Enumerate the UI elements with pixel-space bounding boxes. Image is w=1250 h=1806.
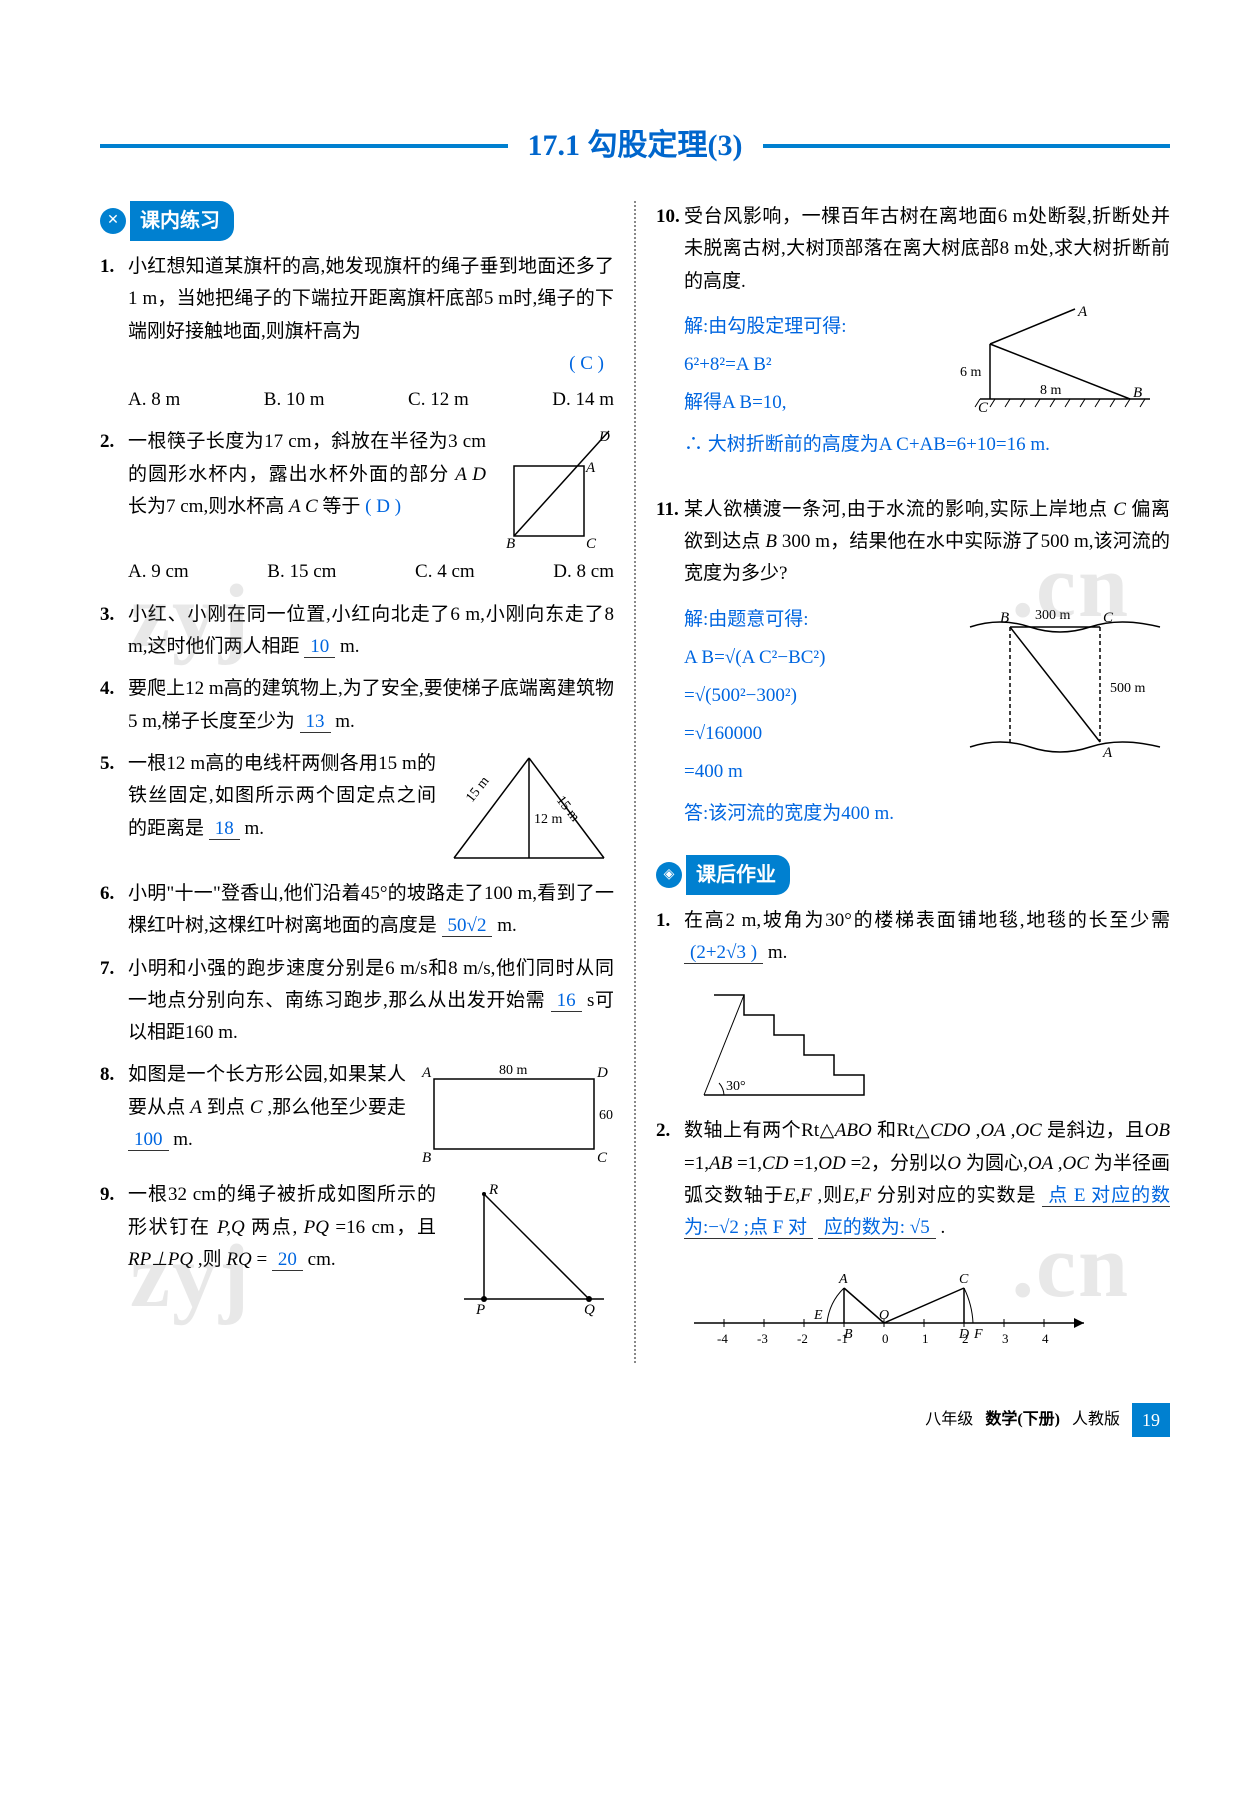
svg-text:A: A: [421, 1065, 432, 1081]
svg-text:-4: -4: [717, 1331, 728, 1346]
question-5: 5. 15 m 15 m 12 m 一根12 m高的电线杆两侧各用15 m的铁丝…: [100, 748, 614, 868]
svg-text:P: P: [475, 1302, 485, 1318]
homework-1: 1. 在高2 m,坡角为30°的楼梯表面铺地毯,地毯的长至少需 (2+2√3 )…: [656, 905, 1170, 1106]
figure-q8: A D B C 80 m 60 m: [414, 1059, 614, 1169]
svg-text:-2: -2: [797, 1331, 808, 1346]
figure-q2: A B C D: [494, 426, 614, 556]
figure-q11: B C A 300 m 500 m: [960, 597, 1170, 791]
footer-edition: 人教版: [1072, 1406, 1120, 1433]
svg-text:B: B: [1133, 385, 1142, 401]
svg-text:D: D: [596, 1065, 608, 1081]
svg-text:4: 4: [1042, 1331, 1049, 1346]
svg-text:80 m: 80 m: [499, 1063, 528, 1078]
svg-text:15 m: 15 m: [463, 774, 492, 806]
svg-text:E: E: [813, 1308, 823, 1323]
svg-text:A: A: [838, 1272, 848, 1287]
section-homework-badge: ◈ 课后作业: [656, 855, 790, 895]
svg-text:R: R: [488, 1182, 498, 1198]
figure-hw2: -4 -3 -2 -1 0 1 2 3 4: [684, 1253, 1170, 1353]
svg-text:D: D: [958, 1327, 969, 1342]
right-column: 10. 受台风影响，一棵百年古树在离地面6 m处断裂,折断处并未脱离古树,大树顶…: [656, 201, 1170, 1363]
page-title: 17.1 勾股定理(3): [508, 120, 763, 171]
svg-text:A: A: [585, 460, 596, 476]
svg-text:60 m: 60 m: [599, 1108, 614, 1123]
svg-text:300 m: 300 m: [1035, 608, 1071, 623]
svg-text:B: B: [422, 1150, 431, 1166]
svg-text:C: C: [1103, 610, 1114, 626]
svg-text:-3: -3: [757, 1331, 768, 1346]
figure-q5: 15 m 15 m 12 m: [444, 748, 614, 868]
section-homework-label: 课后作业: [686, 855, 790, 895]
question-10: 10. 受台风影响，一棵百年古树在离地面6 m处断裂,折断处并未脱离古树,大树顶…: [656, 201, 1170, 464]
svg-text:8 m: 8 m: [1040, 383, 1062, 398]
svg-text:Q: Q: [584, 1302, 595, 1318]
svg-text:3: 3: [1002, 1331, 1009, 1346]
question-4: 4. 要爬上12 m高的建筑物上,为了安全,要使梯子底端离建筑物5 m,梯子长度…: [100, 673, 614, 738]
homework-2: 2. 数轴上有两个Rt△ABO 和Rt△CDO ,OA ,OC 是斜边，且OB …: [656, 1115, 1170, 1352]
section-inclass-label: 课内练习: [130, 201, 234, 241]
svg-text:1: 1: [922, 1331, 929, 1346]
column-divider: [634, 201, 636, 1363]
svg-text:B: B: [1000, 610, 1009, 626]
footer: 八年级 数学(下册) 人教版 19: [100, 1403, 1170, 1438]
question-7: 7. 小明和小强的跑步速度分别是6 m/s和8 m/s,他们同时从同一地点分别向…: [100, 953, 614, 1050]
footer-subject: 数学(下册): [985, 1406, 1060, 1433]
svg-text:C: C: [597, 1150, 608, 1166]
section-inclass-badge: ✕ 课内练习: [100, 201, 234, 241]
svg-text:500 m: 500 m: [1110, 681, 1146, 696]
badge-icon: ✕: [100, 208, 126, 234]
svg-text:C: C: [586, 536, 597, 552]
title-bar: 17.1 勾股定理(3): [100, 120, 1170, 171]
svg-text:C: C: [978, 400, 989, 414]
svg-text:D: D: [598, 429, 610, 445]
question-9: 9. R P Q 一根32 cm的绳子被折成如图所示的形状钉在: [100, 1179, 614, 1319]
svg-text:0: 0: [882, 1331, 889, 1346]
footer-grade: 八年级: [925, 1406, 973, 1433]
svg-text:A: A: [1102, 745, 1113, 761]
svg-text:C: C: [959, 1272, 969, 1287]
svg-text:30°: 30°: [726, 1079, 746, 1094]
page-number: 19: [1132, 1403, 1170, 1438]
svg-text:12 m: 12 m: [534, 812, 563, 827]
badge-icon: ◈: [656, 862, 682, 888]
question-6: 6. 小明"十一"登香山,他们沿着45°的坡路走了100 m,看到了一棵红叶树,…: [100, 878, 614, 943]
question-1: 1. 小红想知道某旗杆的高,她发现旗杆的绳子垂到地面还多了1 m，当她把绳子的下…: [100, 251, 614, 416]
question-2: 2. A B C D 一根筷子长度为17 cm，斜放在半径为3 cm的圆形水杯内…: [100, 426, 614, 588]
question-8: 8. A D B C 80 m 60 m 如图是一个长方形公园,如果某人要从点 …: [100, 1059, 614, 1169]
svg-text:A: A: [1077, 304, 1088, 320]
figure-q10: A B C 6 m 8 m: [960, 304, 1170, 422]
svg-text:B: B: [844, 1327, 853, 1342]
svg-text:6 m: 6 m: [960, 365, 982, 380]
svg-text:B: B: [506, 536, 515, 552]
question-3: 3. 小红、小刚在同一位置,小红向北走了6 m,小刚向东走了8 m,这时他们两人…: [100, 599, 614, 664]
figure-hw1: 30°: [684, 975, 1170, 1105]
svg-text:F: F: [973, 1327, 983, 1342]
svg-text:O: O: [879, 1308, 889, 1323]
left-column: ✕ 课内练习 1. 小红想知道某旗杆的高,她发现旗杆的绳子垂到地面还多了1 m，…: [100, 201, 614, 1363]
figure-q9: R P Q: [444, 1179, 614, 1319]
question-11: 11. 某人欲横渡一条河,由于水流的影响,实际上岸地点 C 偏离欲到达点 B 3…: [656, 494, 1170, 833]
